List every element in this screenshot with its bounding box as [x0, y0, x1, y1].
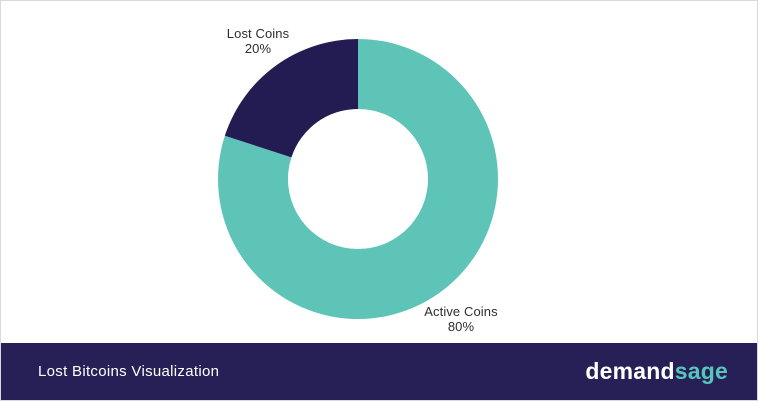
donut-chart — [218, 39, 498, 319]
logo-text-sage: sage — [674, 358, 728, 384]
chart-title: Lost Bitcoins Visualization — [38, 363, 220, 380]
donut-slice-lost-coins — [224, 39, 358, 158]
footer-bar: Lost Bitcoins Visualization demandsage — [1, 343, 757, 400]
slice-label-name: Lost Coins — [226, 26, 290, 41]
slice-label-name: Active Coins — [424, 304, 498, 319]
slice-label-lost-coins: Lost Coins 20% — [188, 26, 328, 57]
slice-label-value: 20% — [244, 41, 272, 57]
slice-label-active-coins: Active Coins 80% — [391, 304, 531, 335]
demandsage-logo: demandsage — [585, 358, 728, 385]
logo-text-demand: demand — [585, 358, 675, 384]
slice-label-value: 80% — [447, 319, 475, 335]
donut-chart-area: Lost Coins 20% Active Coins 80% — [1, 1, 757, 345]
donut-slice-active-coins — [218, 39, 498, 319]
